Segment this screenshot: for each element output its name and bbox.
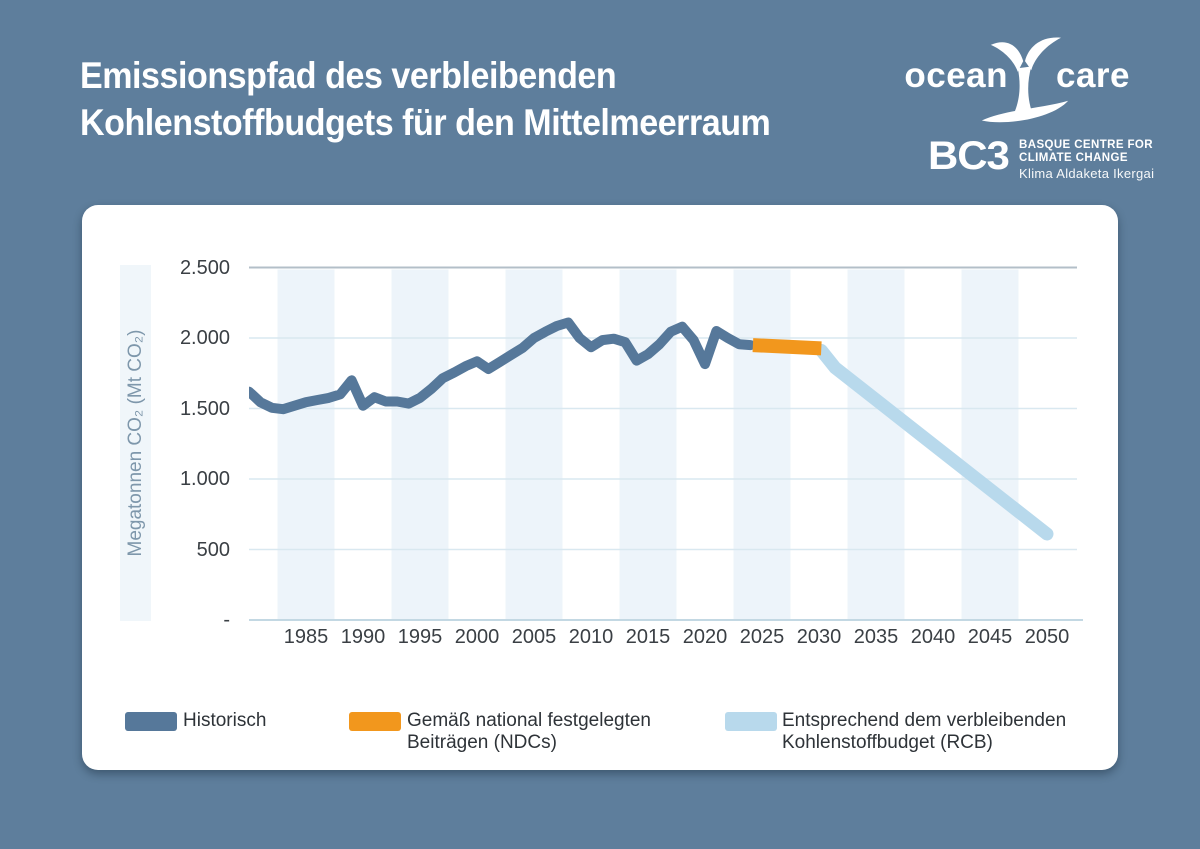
x-tick-label-2030: 2030 [796,626,842,648]
bc3-wordmark: BC3 [928,134,1010,178]
y-tick-label-500: 500 [196,538,230,561]
x-tick-label-1995: 1995 [397,626,443,648]
bc3-tagline-line2: CLIMATE CHANGE [1019,151,1128,164]
y-tick-label--: - [223,609,230,631]
legend-swatch-rcb [725,712,777,731]
series-historical [249,317,756,415]
y-axis-title-band [120,265,151,621]
y-tick-label-1.500: 1.500 [179,397,230,420]
y-tick-label-1.000: 1.000 [179,468,230,490]
y-tick-label-2.500: 2.500 [179,256,230,279]
background-stripe [619,269,677,620]
x-tick-label-2010: 2010 [568,626,614,648]
legend-label-rcb-line1: Entsprechend dem verbleibenden [782,710,1067,731]
legend-swatch-ndc [349,712,401,731]
whale-tail-icon [980,30,1070,135]
legend-label-ndc-line2: Beiträgen (NDCs) [407,732,557,753]
background-stripe [847,269,905,620]
x-tick-label-2025: 2025 [739,626,785,648]
x-tick-label-2020: 2020 [682,626,728,648]
series-rcb [814,343,1054,541]
x-tick-label-1985: 1985 [283,626,329,648]
legend-label-rcb-line2: Kohlenstoffbudget (RCB) [782,732,993,753]
legend-label-historical: Historisch [183,710,267,731]
y-axis-title: Megatonnen CO₂ (Mt CO₂) [125,329,146,557]
background-stripe [961,269,1019,620]
x-tick-label-2005: 2005 [511,626,557,648]
oceancare-word-care: care [1056,56,1131,95]
background-stripe [733,269,791,620]
page-title-line2: Kohlenstoffbudgets für den Mittelmeerrau… [80,102,771,143]
bc3-tagline-line1: BASQUE CENTRE FOR [1019,139,1153,151]
x-tick-label-2035: 2035 [853,626,899,648]
legend-swatch-historical [125,712,177,731]
background-stripe [277,269,335,620]
chart-card: Megatonnen CO₂ (Mt CO₂) 2.500 2.000 1.500 1… [82,205,1118,770]
page-title-line1: Emissionspfad des verbleibenden [80,55,617,96]
x-tick-label-2040: 2040 [910,626,956,648]
x-tick-label-2045: 2045 [967,626,1013,648]
legend-label-ndc-line1: Gemäß national festgelegten [407,710,651,731]
x-tick-label-2050: 2050 [1024,626,1070,648]
page-title: Emissionspfad des verbleibenden Kohlenst… [80,52,771,146]
bc3-tagline-line3: Klima Aldaketa Ikergai [1019,166,1155,181]
oceancare-logo: ocean care [904,30,1131,130]
x-tick-label-1990: 1990 [340,626,386,648]
x-tick-label-2000: 2000 [454,626,500,648]
background-stripe [391,269,449,620]
x-tick-label-2015: 2015 [625,626,671,648]
y-tick-label-2.000: 2.000 [179,327,230,349]
emissions-line-chart [249,266,1083,621]
series-ndc [752,338,822,356]
bc3-logo: BC3 BASQUE CENTRE FOR CLIMATE CHANGE Kli… [928,136,1154,181]
oceancare-word-ocean: ocean [904,56,1008,95]
